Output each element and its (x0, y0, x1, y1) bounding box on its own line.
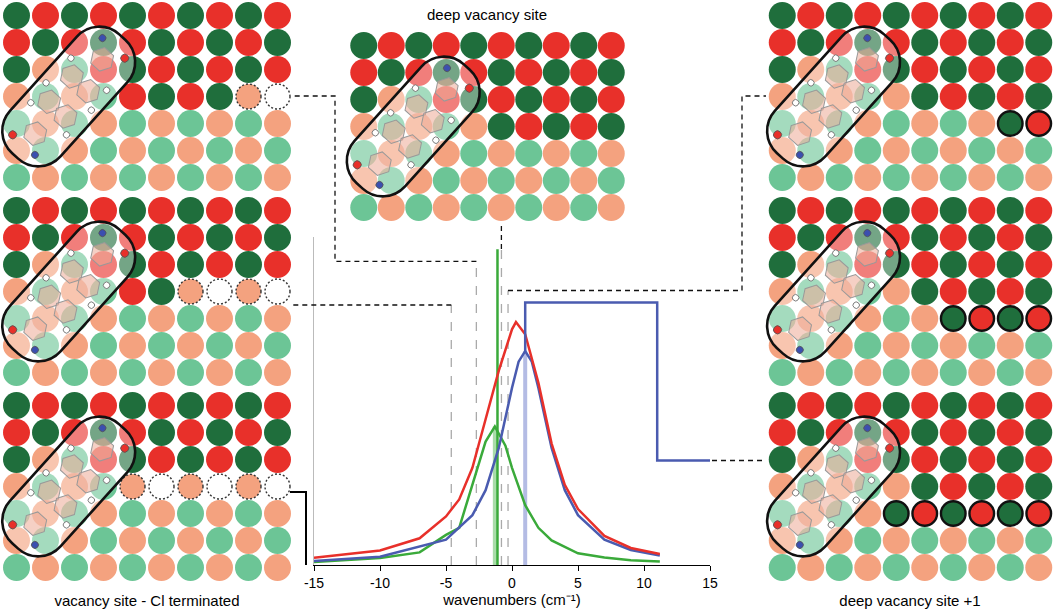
svg-text:-10: -10 (370, 575, 390, 591)
svg-text:wavenumbers (cm⁻¹): wavenumbers (cm⁻¹) (442, 591, 581, 608)
svg-text:deep vacancy site: deep vacancy site (427, 6, 547, 23)
svg-text:0: 0 (508, 575, 516, 591)
svg-text:15: 15 (702, 575, 718, 591)
svg-text:-15: -15 (304, 575, 324, 591)
svg-text:5: 5 (574, 575, 582, 591)
svg-text:-5: -5 (440, 575, 453, 591)
svg-text:10: 10 (636, 575, 652, 591)
svg-text:deep vacancy site +1: deep vacancy site +1 (839, 592, 980, 609)
svg-text:vacancy site - Cl terminated: vacancy site - Cl terminated (54, 592, 239, 609)
